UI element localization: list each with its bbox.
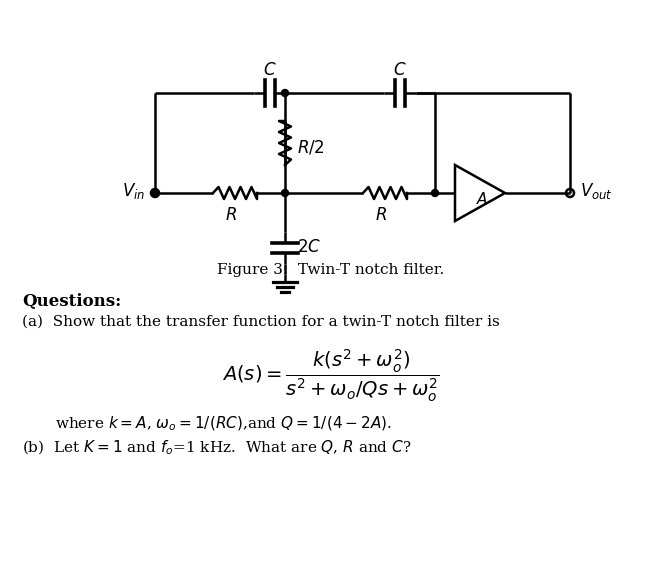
Text: $R$: $R$ (375, 207, 387, 224)
Text: $R$: $R$ (225, 207, 237, 224)
Text: (a)  Show that the transfer function for a twin-T notch filter is: (a) Show that the transfer function for … (22, 315, 500, 329)
Circle shape (432, 190, 438, 196)
Text: $V_{out}$: $V_{out}$ (580, 181, 613, 201)
Text: Questions:: Questions: (22, 293, 121, 310)
Text: $A(s) = \dfrac{k(s^2 + \omega_o^2)}{s^2 + \omega_o/Qs + \omega_o^2}$: $A(s) = \dfrac{k(s^2 + \omega_o^2)}{s^2 … (222, 348, 440, 404)
Circle shape (281, 190, 289, 196)
Text: (b)  Let $K = 1$ and $f_o$=1 kHz.  What are $Q$, $R$ and $C$?: (b) Let $K = 1$ and $f_o$=1 kHz. What ar… (22, 439, 412, 457)
Text: Figure 3:  Twin-T notch filter.: Figure 3: Twin-T notch filter. (217, 263, 445, 277)
Text: $2C$: $2C$ (297, 239, 321, 257)
Circle shape (281, 90, 289, 96)
Text: $C$: $C$ (393, 62, 406, 79)
Text: $A$: $A$ (476, 191, 488, 207)
Text: $R/2$: $R/2$ (297, 139, 324, 157)
Text: $V_{in}$: $V_{in}$ (122, 181, 145, 201)
Text: where $k = A$, $\omega_o = 1/(RC)$,and $Q = 1/(4 - 2A)$.: where $k = A$, $\omega_o = 1/(RC)$,and $… (55, 415, 392, 434)
Circle shape (152, 190, 158, 196)
Text: $C$: $C$ (263, 62, 277, 79)
